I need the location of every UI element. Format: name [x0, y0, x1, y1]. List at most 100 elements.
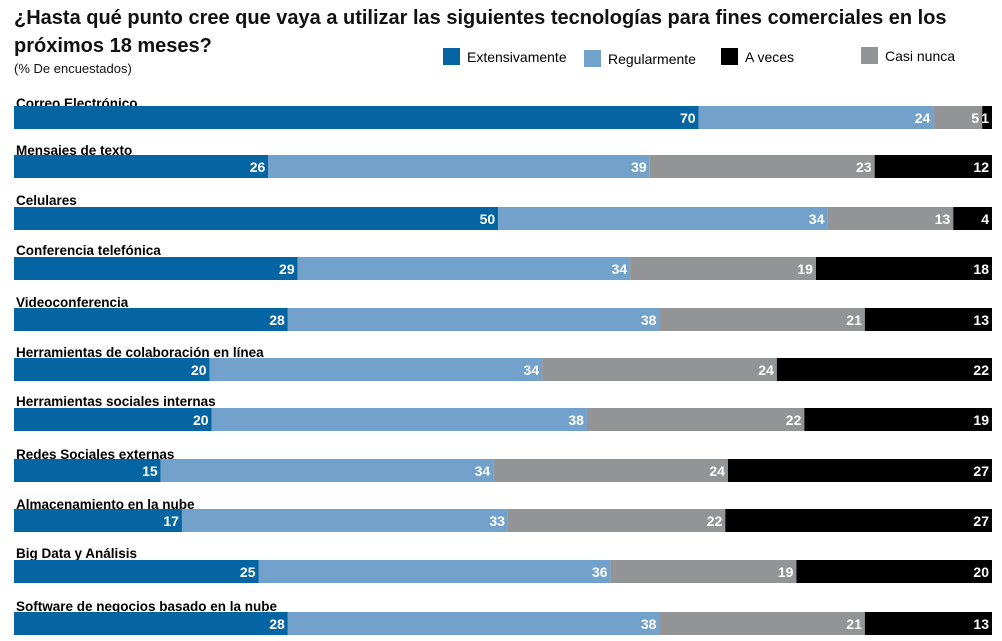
legend-item-a-veces: A veces	[721, 48, 794, 65]
category-label-almacenamiento-en-la-nube: Almacenamiento en la nube	[16, 497, 195, 512]
chart-title: ¿Hasta qué punto cree que vaya a utiliza…	[14, 7, 947, 57]
value-label-herramientas-sociales-internas-a-veces: 19	[973, 412, 989, 428]
value-label-software-de-negocios-basado-en-la-nube-a-veces: 13	[973, 616, 989, 632]
value-label-herramientas-de-colaboracion-en-linea-regularmente: 34	[524, 362, 540, 378]
value-label-conferencia-telefonica-regularmente: 34	[612, 261, 628, 277]
bar-segment-redes-sociales-externas-regularmente	[160, 459, 494, 482]
value-label-big-data-y-analisis-extensivamente: 25	[240, 564, 256, 580]
bar-segment-big-data-y-analisis-casi-nunca	[610, 560, 797, 583]
value-label-celulares-casi-nunca: 13	[935, 211, 951, 227]
bar-segment-mensajes-de-texto-extensivamente	[14, 155, 269, 178]
value-label-software-de-negocios-basado-en-la-nube-regularmente: 38	[641, 616, 657, 632]
bar-segment-redes-sociales-externas-extensivamente	[14, 459, 161, 482]
value-label-correo-electronico-casi-nunca: 5	[971, 110, 979, 126]
value-label-herramientas-sociales-internas-regularmente: 38	[568, 412, 584, 428]
value-label-correo-electronico-extensivamente: 70	[680, 110, 696, 126]
legend-label-extensivamente: Extensivamente	[467, 48, 567, 65]
bar-segment-mensajes-de-texto-a-veces	[874, 155, 992, 178]
legend-item-regularmente: Regularmente	[584, 50, 696, 67]
bar-segment-conferencia-telefonica-extensivamente	[14, 257, 298, 280]
value-label-big-data-y-analisis-casi-nunca: 19	[778, 564, 794, 580]
bar-segment-celulares-casi-nunca	[827, 207, 954, 230]
value-label-herramientas-sociales-internas-casi-nunca: 22	[786, 412, 802, 428]
value-label-almacenamiento-en-la-nube-regularmente: 33	[489, 513, 505, 529]
legend-label-regularmente: Regularmente	[608, 50, 696, 67]
bar-segment-big-data-y-analisis-a-veces	[796, 560, 992, 583]
bar-segment-correo-electronico-casi-nunca	[933, 106, 983, 129]
bar-segment-herramientas-de-colaboracion-en-linea-regularmente	[209, 358, 543, 381]
bar-segment-correo-electronico-extensivamente	[14, 106, 699, 129]
bar-segment-software-de-negocios-basado-en-la-nube-a-veces	[864, 612, 992, 635]
bar-segment-correo-electronico-regularmente	[698, 106, 934, 129]
value-label-conferencia-telefonica-casi-nunca: 19	[797, 261, 813, 277]
category-label-videoconferencia: Videoconferencia	[16, 295, 129, 310]
legend-swatch-extensivamente	[443, 48, 460, 65]
bar-segment-almacenamiento-en-la-nube-regularmente	[181, 509, 508, 532]
bar-segment-software-de-negocios-basado-en-la-nube-extensivamente	[14, 612, 288, 635]
chart-subtitle: (% De encuestados)	[14, 61, 132, 76]
value-label-redes-sociales-externas-extensivamente: 15	[142, 463, 158, 479]
bar-segment-almacenamiento-en-la-nube-extensivamente	[14, 509, 182, 532]
bar-segment-celulares-a-veces	[953, 207, 992, 230]
bar-segment-celulares-extensivamente	[14, 207, 499, 230]
legend-label-a-veces: A veces	[745, 48, 795, 65]
bar-segment-conferencia-telefonica-a-veces	[815, 257, 992, 280]
value-label-mensajes-de-texto-a-veces: 12	[973, 159, 989, 175]
value-label-redes-sociales-externas-casi-nunca: 24	[709, 463, 725, 479]
value-label-conferencia-telefonica-a-veces: 18	[973, 261, 989, 277]
value-label-big-data-y-analisis-regularmente: 36	[592, 564, 608, 580]
category-label-mensajes-de-texto: Mensajes de texto	[16, 143, 132, 158]
value-label-big-data-y-analisis-a-veces: 20	[973, 564, 989, 580]
value-label-correo-electronico-a-veces: 1	[981, 110, 989, 126]
category-label-herramientas-sociales-internas: Herramientas sociales internas	[16, 394, 216, 409]
bar-segment-correo-electronico-a-veces	[982, 106, 992, 129]
value-label-correo-electronico-regularmente: 24	[915, 110, 931, 126]
legend-label-casi-nunca: Casi nunca	[885, 47, 956, 64]
bar-segment-videoconferencia-extensivamente	[14, 308, 288, 331]
legend-item-extensivamente: Extensivamente	[443, 48, 567, 65]
bar-segment-mensajes-de-texto-regularmente	[268, 155, 650, 178]
value-label-mensajes-de-texto-extensivamente: 26	[250, 159, 266, 175]
legend-item-casi-nunca: Casi nunca	[861, 47, 955, 64]
bar-segment-herramientas-sociales-internas-a-veces	[804, 408, 992, 431]
category-label-conferencia-telefonica: Conferencia telefónica	[16, 243, 161, 258]
value-label-herramientas-sociales-internas-extensivamente: 20	[193, 412, 209, 428]
legend-swatch-casi-nunca	[861, 47, 878, 64]
value-label-herramientas-de-colaboracion-en-linea-extensivamente: 20	[191, 362, 207, 378]
bar-segment-big-data-y-analisis-regularmente	[258, 560, 611, 583]
value-label-videoconferencia-casi-nunca: 21	[846, 312, 862, 328]
bar-segment-videoconferencia-regularmente	[287, 308, 660, 331]
bar-segment-herramientas-de-colaboracion-en-linea-extensivamente	[14, 358, 210, 381]
bar-segment-software-de-negocios-basado-en-la-nube-regularmente	[287, 612, 660, 635]
value-label-herramientas-de-colaboracion-en-linea-a-veces: 22	[973, 362, 989, 378]
bar-segment-celulares-regularmente	[498, 207, 828, 230]
legend-swatch-a-veces	[721, 48, 738, 65]
value-label-conferencia-telefonica-extensivamente: 29	[279, 261, 295, 277]
category-label-celulares: Celulares	[16, 193, 77, 208]
bar-segment-herramientas-sociales-internas-casi-nunca	[586, 408, 805, 431]
bar-segment-almacenamiento-en-la-nube-a-veces	[725, 509, 992, 532]
bar-segment-videoconferencia-a-veces	[864, 308, 992, 331]
bar-segment-herramientas-de-colaboracion-en-linea-casi-nunca	[542, 358, 777, 381]
bar-segment-software-de-negocios-basado-en-la-nube-casi-nunca	[659, 612, 865, 635]
value-label-celulares-a-veces: 4	[981, 211, 989, 227]
bar-segment-mensajes-de-texto-casi-nunca	[649, 155, 875, 178]
value-label-software-de-negocios-basado-en-la-nube-extensivamente: 28	[269, 616, 285, 632]
value-label-almacenamiento-en-la-nube-casi-nunca: 22	[707, 513, 723, 529]
value-label-mensajes-de-texto-casi-nunca: 23	[856, 159, 872, 175]
bar-segment-almacenamiento-en-la-nube-casi-nunca	[507, 509, 726, 532]
value-label-videoconferencia-regularmente: 38	[641, 312, 657, 328]
value-label-redes-sociales-externas-a-veces: 27	[973, 463, 989, 479]
value-label-almacenamiento-en-la-nube-a-veces: 27	[973, 513, 989, 529]
bar-segment-videoconferencia-casi-nunca	[659, 308, 865, 331]
legend-swatch-regularmente	[584, 50, 601, 67]
value-label-herramientas-de-colaboracion-en-linea-casi-nunca: 24	[758, 362, 774, 378]
bar-segment-redes-sociales-externas-casi-nunca	[493, 459, 728, 482]
value-label-software-de-negocios-basado-en-la-nube-casi-nunca: 21	[846, 616, 862, 632]
category-label-herramientas-de-colaboracion-en-linea: Herramientas de colaboración en línea	[16, 345, 264, 360]
bar-segment-herramientas-sociales-internas-extensivamente	[14, 408, 212, 431]
bar-segment-redes-sociales-externas-a-veces	[727, 459, 992, 482]
value-label-almacenamiento-en-la-nube-extensivamente: 17	[163, 513, 179, 529]
value-label-celulares-regularmente: 34	[809, 211, 825, 227]
bar-segment-conferencia-telefonica-regularmente	[297, 257, 631, 280]
